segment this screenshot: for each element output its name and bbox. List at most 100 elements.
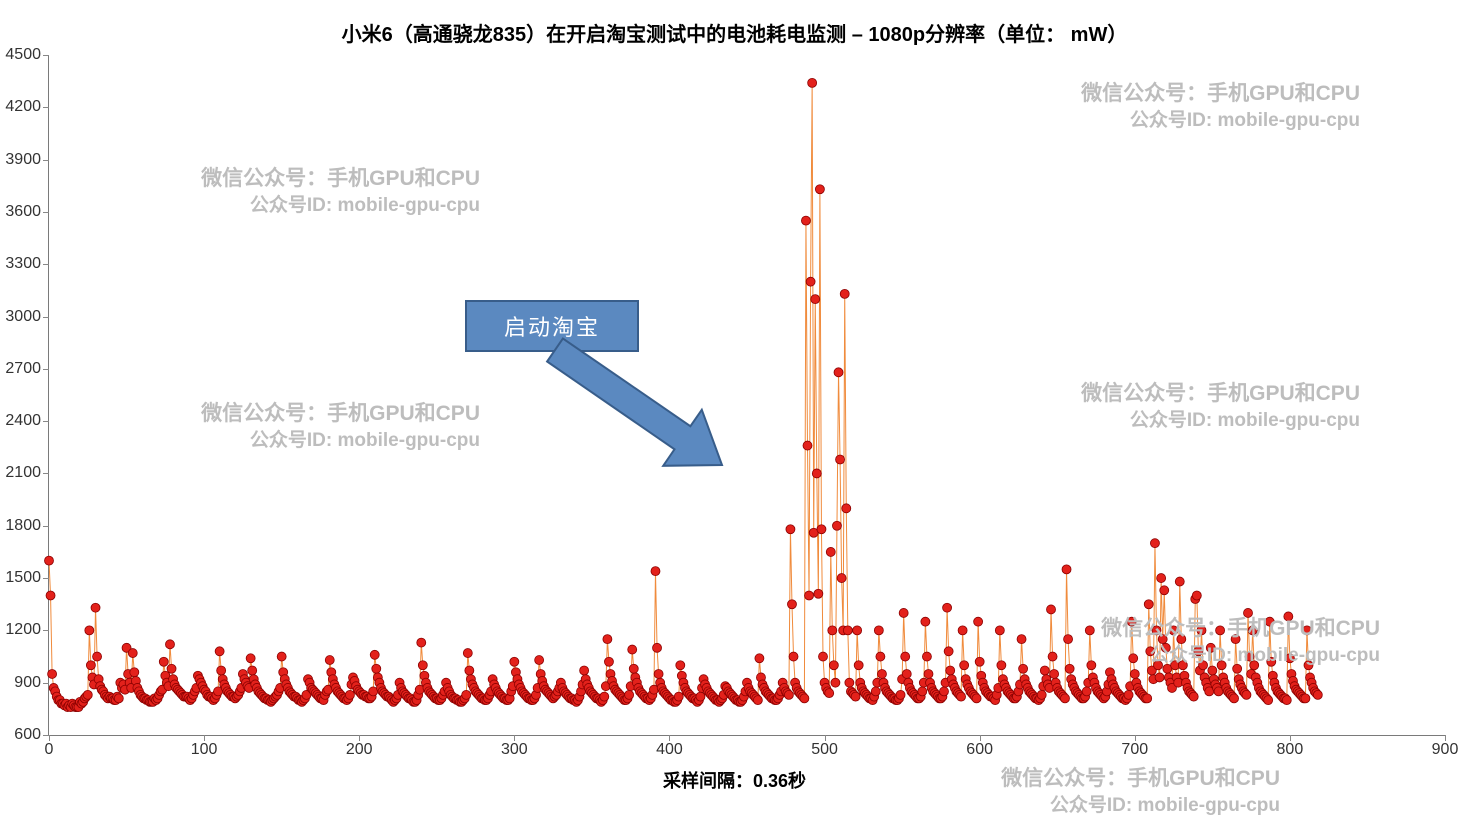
series-marker <box>808 78 817 87</box>
series-marker <box>1169 626 1178 635</box>
series-marker <box>803 441 812 450</box>
series-marker <box>462 690 471 699</box>
series-marker <box>1267 657 1276 666</box>
series-marker <box>943 603 952 612</box>
x-tick-mark <box>49 735 50 741</box>
series-marker <box>946 666 955 675</box>
chart-root: { "title": { "text": "小米6（高通骁龙835）在开启淘宝测… <box>0 0 1469 833</box>
series-marker <box>806 277 815 286</box>
series-marker <box>972 694 981 703</box>
series-marker <box>939 687 948 696</box>
series-marker <box>1231 635 1240 644</box>
x-tick-mark <box>514 735 515 741</box>
series-marker <box>918 687 927 696</box>
series-marker <box>1194 647 1203 656</box>
series-marker <box>45 556 54 565</box>
series-marker <box>845 678 854 687</box>
series-marker <box>789 652 798 661</box>
series-marker <box>1192 591 1201 600</box>
y-tick-mark <box>43 160 49 161</box>
series-marker <box>837 574 846 583</box>
series-marker <box>784 690 793 699</box>
series-marker <box>217 666 226 675</box>
series-marker <box>465 666 474 675</box>
series-marker <box>1230 694 1239 703</box>
series-marker <box>896 690 905 699</box>
series-marker <box>372 664 381 673</box>
series-marker <box>1087 661 1096 670</box>
series-marker <box>128 649 137 658</box>
series-marker <box>1206 643 1215 652</box>
series-marker <box>899 608 908 617</box>
series-marker <box>902 669 911 678</box>
series-marker <box>345 690 354 699</box>
series-marker <box>86 661 95 670</box>
series-marker <box>831 678 840 687</box>
series-marker <box>843 626 852 635</box>
series-marker <box>877 669 886 678</box>
series-marker <box>1155 673 1164 682</box>
series-marker <box>85 626 94 635</box>
series-marker <box>417 638 426 647</box>
series-marker <box>696 692 705 701</box>
series-marker <box>1178 661 1187 670</box>
series-marker <box>1040 666 1049 675</box>
series-marker <box>1150 539 1159 548</box>
series-marker <box>165 640 174 649</box>
series-marker <box>960 661 969 670</box>
series-marker <box>1050 669 1059 678</box>
series-marker <box>1301 694 1310 703</box>
x-tick-mark <box>825 735 826 741</box>
x-tick-mark <box>1135 735 1136 741</box>
series-marker <box>1017 635 1026 644</box>
series-marker <box>787 600 796 609</box>
y-tick-mark <box>43 317 49 318</box>
series-marker <box>924 669 933 678</box>
series-marker <box>812 469 821 478</box>
series-marker <box>819 652 828 661</box>
series-marker <box>817 525 826 534</box>
series-marker <box>600 692 609 701</box>
series-marker <box>755 654 764 663</box>
y-tick-mark <box>43 107 49 108</box>
series-marker <box>603 635 612 644</box>
series-marker <box>130 668 139 677</box>
series-marker <box>167 664 176 673</box>
series-marker <box>83 690 92 699</box>
series-marker <box>215 647 224 656</box>
series-marker <box>1065 664 1074 673</box>
series-marker <box>944 647 953 656</box>
series-marker <box>1146 647 1155 656</box>
series-marker <box>1154 661 1163 670</box>
series-marker <box>974 617 983 626</box>
series-marker <box>786 525 795 534</box>
series-marker <box>1160 586 1169 595</box>
series-marker <box>651 567 660 576</box>
series-marker <box>1037 690 1046 699</box>
series-marker <box>1282 696 1291 705</box>
series-marker <box>1264 696 1273 705</box>
series-marker <box>1085 626 1094 635</box>
series-marker <box>580 666 589 675</box>
series-marker <box>957 692 966 701</box>
series-marker <box>826 547 835 556</box>
series-marker <box>853 626 862 635</box>
series-marker <box>832 521 841 530</box>
series-marker <box>922 652 931 661</box>
y-tick-mark <box>43 55 49 56</box>
series-marker <box>463 649 472 658</box>
series-marker <box>800 694 809 703</box>
series-marker <box>1175 577 1184 586</box>
series-marker <box>1158 635 1167 644</box>
series-marker <box>1285 654 1294 663</box>
series-marker <box>1248 626 1257 635</box>
chart-title: 小米6（高通骁龙835）在开启淘宝测试中的电池耗电监测 – 1080p分辨率（单… <box>0 18 1469 47</box>
series-marker <box>1199 661 1208 670</box>
series-marker <box>1302 626 1311 635</box>
series-marker <box>1019 664 1028 673</box>
series-marker <box>535 656 544 665</box>
series-marker <box>997 661 1006 670</box>
series-marker <box>510 657 519 666</box>
y-tick-mark <box>43 212 49 213</box>
series-marker <box>828 626 837 635</box>
